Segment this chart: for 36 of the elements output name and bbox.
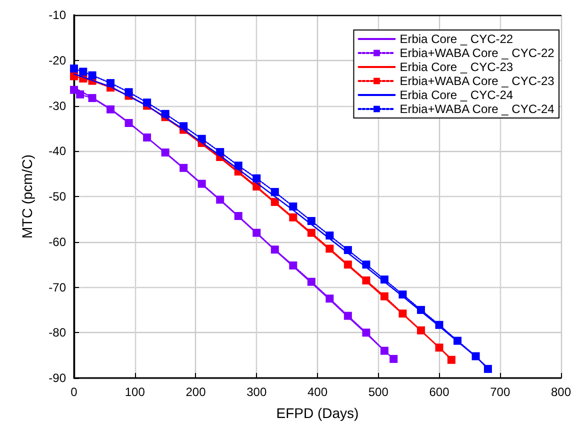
point	[106, 79, 115, 88]
y-tick-label: -60	[48, 234, 66, 249]
legend-label: Erbia Core _ CYC-22	[400, 32, 514, 46]
x-axis-title: EFPD (Days)	[276, 405, 359, 421]
x-tick-label: 600	[429, 385, 450, 399]
y-tick-label: -50	[48, 190, 66, 204]
point	[79, 68, 88, 76]
x-tick-label: 400	[307, 385, 328, 399]
y-tick-label: -80	[48, 326, 66, 340]
point	[88, 71, 96, 80]
point	[270, 188, 279, 196]
legend-label: Erbia Core _ CYC-23	[400, 60, 514, 74]
point	[124, 88, 133, 96]
y-tick-label: -40	[48, 144, 66, 158]
legend-label: Erbia Core _ CYC-24	[400, 88, 514, 102]
legend-label: Erbia+WABA Core _ CYC-22	[400, 46, 555, 60]
y-axis-title: MTC (pcm/C)	[19, 154, 35, 238]
point	[70, 72, 78, 80]
y-tick-label: -20	[48, 53, 66, 68]
x-tick-label: 100	[124, 385, 146, 399]
y-tick-label: -90	[48, 371, 66, 385]
y-tick-label: -30	[48, 98, 66, 113]
y-tick-label: -70	[48, 280, 66, 294]
point	[447, 356, 456, 364]
x-tick-label: 0	[70, 385, 78, 399]
x-tick-label: 300	[246, 385, 267, 399]
point	[390, 354, 398, 363]
x-tick-label: 200	[186, 385, 206, 399]
x-tick-label: 500	[368, 385, 389, 399]
point	[252, 174, 261, 182]
legend-label: Erbia+WABA Core _ CYC-23	[400, 74, 555, 88]
x-tick-label: 800	[550, 385, 572, 399]
y-tick-label: -10	[48, 8, 66, 22]
point	[70, 64, 78, 73]
x-tick-label: 700	[490, 385, 510, 399]
legend-label: Erbia+WABA Core _ CYC-24	[400, 102, 555, 116]
